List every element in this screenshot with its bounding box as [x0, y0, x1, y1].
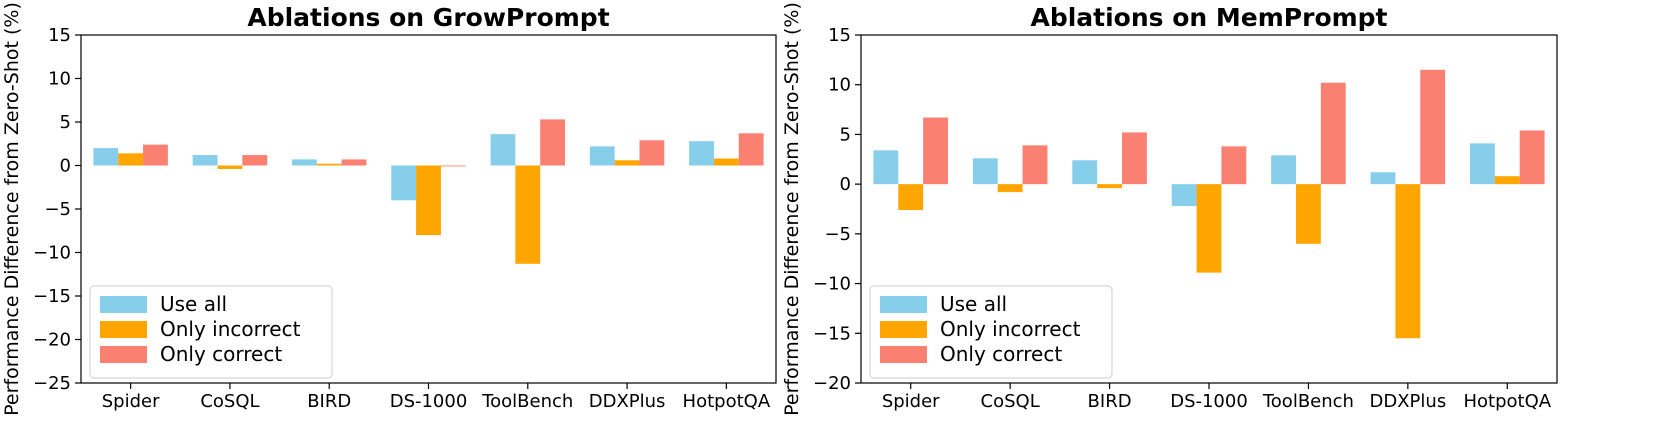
- x-tick-label: BIRD: [307, 391, 351, 412]
- plot-frame: [860, 34, 1558, 384]
- legend-swatch-use-all: [100, 296, 147, 313]
- bar-use-all-toolbench: [1271, 155, 1296, 185]
- x-tick-label: HotpotQA: [1463, 391, 1551, 412]
- y-tick-label: 5: [60, 112, 71, 133]
- chart-right: Ablations on MemPrompt Performance Differ…: [781, 2, 1558, 416]
- bar-use-all-ddxplus: [1370, 172, 1396, 185]
- y-tick-label: −20: [813, 373, 851, 394]
- bar-use-all-ds-1000: [391, 165, 417, 201]
- chart-title: Ablations on GrowPrompt: [247, 3, 609, 32]
- bar-use-all-ds-1000: [1171, 184, 1197, 207]
- y-axis-label: Performance Difference from Zero-Shot (%…: [781, 2, 803, 416]
- bar-only-incorrect-ds-1000: [416, 165, 441, 236]
- bar-only-incorrect-ds-1000: [1196, 184, 1222, 273]
- y-tick-label: 15: [48, 25, 71, 46]
- legend-label-use-all: Use all: [160, 292, 227, 316]
- y-tick-label: −25: [33, 373, 71, 394]
- bar-only-correct-cosql: [1022, 145, 1048, 185]
- y-axis-label: Performance Difference from Zero-Shot (%…: [1, 2, 23, 416]
- bar-only-incorrect-toolbench: [1296, 184, 1321, 244]
- bar-only-correct-spider: [143, 144, 168, 166]
- x-tick-label: Spider: [102, 391, 160, 412]
- bar-only-incorrect-bird: [316, 163, 342, 166]
- x-tick-label: DS-1000: [1170, 391, 1248, 412]
- bar-use-all-hotpotqa: [689, 141, 714, 166]
- legend-box: [869, 285, 1113, 379]
- legend-swatch-only-correct: [100, 346, 147, 363]
- chart-title: Ablations on MemPrompt: [1030, 3, 1387, 32]
- legend-label-only-incorrect: Only incorrect: [160, 317, 301, 341]
- y-tick-label: 10: [828, 75, 851, 96]
- legend-swatch-only-correct: [880, 346, 927, 363]
- bar-use-all-bird: [1072, 160, 1098, 185]
- bar-use-all-bird: [291, 159, 317, 166]
- bar-only-correct-bird: [341, 159, 367, 166]
- bar-only-incorrect-bird: [1097, 184, 1122, 189]
- chart-left: Ablations on GrowPrompt Performance Diffe…: [1, 2, 777, 416]
- x-tick-label: DS-1000: [390, 391, 468, 412]
- legend-label-only-incorrect: Only incorrect: [940, 317, 1081, 341]
- legend-box: [89, 285, 333, 379]
- x-tick-label: Spider: [882, 391, 940, 412]
- x-tick-label: ToolBench: [481, 391, 573, 412]
- bar-only-incorrect-ddxplus: [1395, 184, 1421, 339]
- bar-only-incorrect-toolbench: [515, 165, 541, 264]
- bar-use-all-spider: [873, 150, 899, 185]
- y-tick-label: −10: [33, 243, 71, 264]
- x-tick-label: ToolBench: [1262, 391, 1354, 412]
- y-tick-label: −10: [813, 274, 851, 295]
- bar-use-all-ddxplus: [589, 146, 615, 166]
- legend-swatch-use-all: [880, 296, 927, 313]
- x-tick-label: CoSQL: [200, 391, 259, 412]
- legend-label-only-correct: Only correct: [160, 342, 282, 366]
- bar-only-correct-toolbench: [540, 119, 566, 166]
- bar-use-all-spider: [93, 148, 119, 166]
- y-tick-label: 5: [840, 124, 851, 145]
- bar-use-all-cosql: [972, 158, 998, 185]
- plot-frame: [80, 34, 777, 384]
- bar-only-correct-ddxplus: [1420, 69, 1446, 185]
- x-tick-label: DDXPlus: [589, 391, 666, 412]
- bar-only-correct-hotpotqa: [738, 133, 764, 166]
- bar-only-correct-ddxplus: [639, 140, 665, 166]
- bar-only-correct-cosql: [242, 155, 268, 166]
- bar-use-all-hotpotqa: [1470, 143, 1495, 185]
- legend-label-only-correct: Only correct: [940, 342, 1062, 366]
- bar-only-correct-hotpotqa: [1519, 130, 1545, 185]
- y-tick-label: −20: [33, 330, 71, 351]
- y-tick-label: −5: [44, 199, 71, 220]
- bar-only-incorrect-ddxplus: [614, 160, 640, 166]
- bar-use-all-toolbench: [490, 134, 516, 166]
- bar-only-correct-bird: [1122, 132, 1147, 185]
- bar-only-correct-toolbench: [1320, 82, 1346, 185]
- bar-only-correct-ds-1000: [1221, 146, 1247, 185]
- y-tick-label: 15: [828, 25, 851, 46]
- bar-only-incorrect-cosql: [997, 184, 1023, 193]
- bar-only-incorrect-hotpotqa: [713, 158, 739, 166]
- y-tick-label: 0: [60, 156, 71, 177]
- x-tick-label: HotpotQA: [683, 391, 771, 412]
- bar-only-incorrect-spider: [118, 153, 144, 166]
- bar-only-correct-spider: [923, 117, 948, 185]
- x-tick-label: CoSQL: [981, 391, 1040, 412]
- y-tick-label: 10: [48, 69, 71, 90]
- bar-only-correct-ds-1000: [440, 165, 466, 167]
- x-tick-label: DDXPlus: [1370, 391, 1447, 412]
- legend-swatch-only-incorrect: [880, 321, 927, 338]
- bar-only-incorrect-spider: [898, 184, 924, 210]
- bar-only-incorrect-cosql: [217, 165, 243, 169]
- y-tick-label: −5: [824, 224, 851, 245]
- y-tick-label: −15: [33, 286, 71, 307]
- legend-swatch-only-incorrect: [100, 321, 147, 338]
- bar-use-all-cosql: [192, 155, 218, 166]
- bar-only-incorrect-hotpotqa: [1494, 176, 1520, 185]
- y-tick-label: 0: [840, 174, 851, 195]
- y-tick-label: −15: [813, 323, 851, 344]
- legend-label-use-all: Use all: [940, 292, 1007, 316]
- x-tick-label: BIRD: [1088, 391, 1132, 412]
